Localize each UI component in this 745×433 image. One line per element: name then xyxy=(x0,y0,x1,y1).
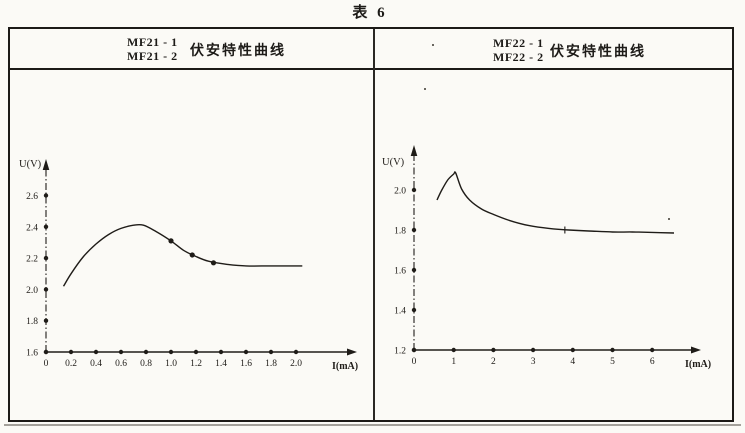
header-divider-line xyxy=(9,68,732,70)
x-tick-label: 1.6 xyxy=(240,359,252,369)
y-tick-dot xyxy=(43,224,49,229)
x-tick-label: 3 xyxy=(531,357,536,367)
y-tick-label: 2.0 xyxy=(26,286,38,296)
x-tick-label: 1.4 xyxy=(215,359,227,369)
y-tick-dot xyxy=(43,255,49,261)
y-axis-title: U(V) xyxy=(19,159,42,170)
x-tick-label: 5 xyxy=(610,357,615,367)
x-tick-label: 0.2 xyxy=(65,359,77,369)
scan-speckle xyxy=(668,218,670,220)
x-tick-label: 1.0 xyxy=(165,359,177,369)
column-divider-line xyxy=(373,29,375,420)
x-tick-dot xyxy=(193,349,199,355)
x-axis-arrow-icon xyxy=(347,348,357,356)
curve-data-point xyxy=(168,238,174,244)
scan-speckle xyxy=(432,44,434,46)
x-tick-label: 1.8 xyxy=(265,359,277,369)
x-tick-dot xyxy=(218,349,224,355)
y-tick-dot xyxy=(411,347,417,353)
y-tick-dot xyxy=(411,307,417,313)
y-tick-dot xyxy=(43,349,49,355)
left-model-line-2: MF21 - 2 xyxy=(127,49,178,63)
x-axis-title: I(mA) xyxy=(685,359,711,370)
y-axis-arrow-icon xyxy=(410,145,418,156)
curve-data-point xyxy=(210,260,217,266)
x-tick-dot xyxy=(530,347,536,353)
y-tick-label: 1.4 xyxy=(394,307,406,317)
x-axis-arrow-icon xyxy=(691,346,701,354)
curve-data-point xyxy=(189,252,195,258)
right-model-line-1: MF22 - 1 xyxy=(493,36,544,50)
table-frame xyxy=(8,27,734,422)
right-header-models: MF22 - 1 MF22 - 2 xyxy=(493,36,544,64)
x-tick-dot xyxy=(570,347,575,353)
x-tick-label: 2.0 xyxy=(290,359,302,369)
y-tick-label: 2.4 xyxy=(26,223,38,233)
x-tick-label: 0.6 xyxy=(115,359,127,369)
bottom-scan-line xyxy=(4,424,741,426)
x-tick-dot xyxy=(451,347,456,353)
x-tick-label: 0 xyxy=(412,357,417,367)
x-tick-label: 0 xyxy=(44,359,49,369)
curve-1 xyxy=(436,171,675,234)
x-tick-dot xyxy=(118,349,124,355)
x-axis-title: I(mA) xyxy=(332,361,358,372)
x-tick-label: 2 xyxy=(491,357,496,367)
x-tick-dot xyxy=(268,349,274,355)
curve-0 xyxy=(62,223,303,287)
y-tick-label: 2.0 xyxy=(394,187,406,197)
y-tick-label: 1.2 xyxy=(394,347,406,357)
x-tick-label: 1.2 xyxy=(190,359,202,369)
y-tick-dot xyxy=(43,287,49,292)
y-tick-dot xyxy=(411,267,417,273)
left-header-models: MF21 - 1 MF21 - 2 xyxy=(127,35,178,63)
left-header-label: 伏安特性曲线 xyxy=(190,44,286,59)
page-title: 表 6 xyxy=(352,5,388,21)
y-tick-dot xyxy=(43,318,49,323)
y-tick-label: 1.6 xyxy=(26,349,38,359)
x-tick-dot xyxy=(491,347,496,353)
y-tick-dot xyxy=(43,193,49,198)
x-tick-label: 0.4 xyxy=(90,359,102,369)
y-axis-title: U(V) xyxy=(382,157,405,168)
x-tick-label: 0.8 xyxy=(140,359,152,369)
x-tick-dot xyxy=(610,347,615,353)
y-tick-label: 1.8 xyxy=(394,227,406,237)
left-model-line-1: MF21 - 1 xyxy=(127,35,178,49)
y-tick-dot xyxy=(411,227,417,233)
x-tick-dot xyxy=(93,349,99,355)
x-tick-dot xyxy=(143,349,149,355)
x-tick-dot xyxy=(650,347,655,353)
y-tick-label: 1.6 xyxy=(394,267,406,277)
y-tick-label: 1.8 xyxy=(26,317,38,327)
right-model-line-2: MF22 - 2 xyxy=(493,50,544,64)
y-tick-label: 2.6 xyxy=(26,192,38,202)
scan-speckle xyxy=(424,88,426,90)
y-tick-dot xyxy=(411,187,417,193)
x-tick-label: 1 xyxy=(451,357,456,367)
x-tick-dot xyxy=(293,349,299,355)
x-tick-dot xyxy=(243,349,249,355)
right-header-label: 伏安特性曲线 xyxy=(550,45,646,60)
x-tick-label: 6 xyxy=(650,357,655,367)
x-tick-dot xyxy=(68,349,74,355)
x-tick-dot xyxy=(168,349,174,355)
x-tick-label: 4 xyxy=(570,357,575,367)
y-tick-label: 2.2 xyxy=(26,255,38,265)
y-axis-arrow-icon xyxy=(42,159,50,170)
